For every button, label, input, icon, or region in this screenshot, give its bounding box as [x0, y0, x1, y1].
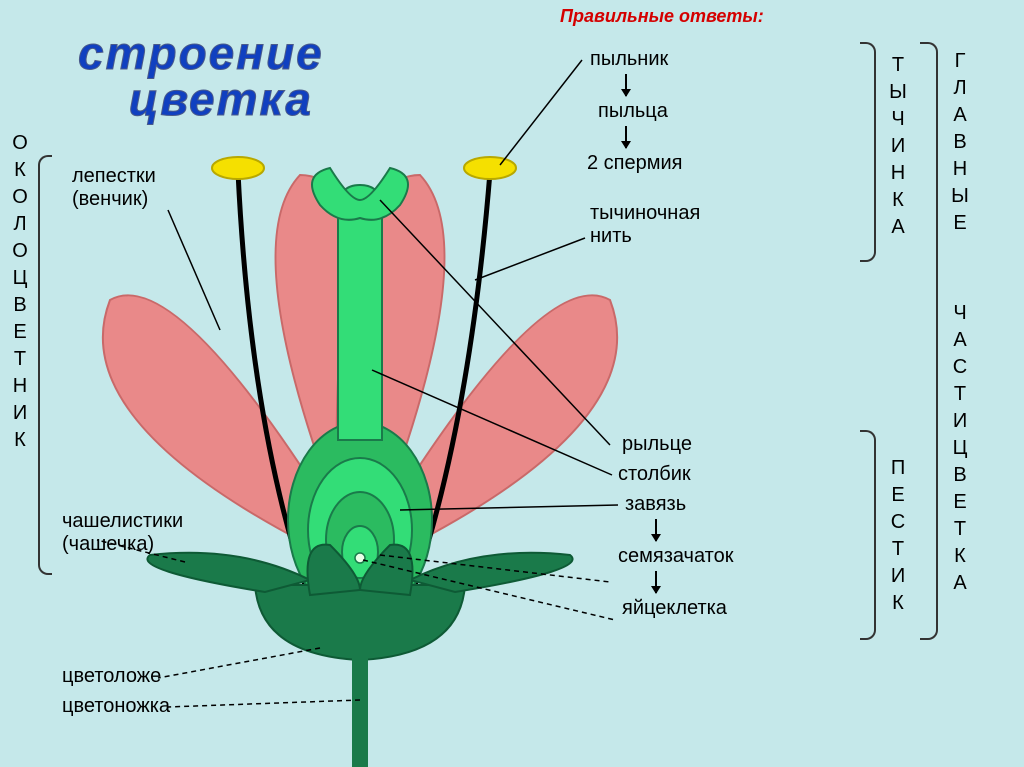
vlabel-perianth: ОКОЛОЦВЕТНИК [10, 130, 30, 454]
label-anther: пыльник [590, 48, 668, 71]
brace-perianth [38, 155, 52, 575]
brace-mainparts [920, 42, 938, 640]
label-pollen: пыльца [598, 100, 668, 123]
vlabel-stamen: ТЫЧИНКА [888, 52, 908, 241]
vlabel-mainparts2: ЧАСТИ ЦВЕТКА [950, 300, 970, 597]
arrow-ovary-ovule [655, 519, 657, 541]
vlabel-pistil: ПЕСТИК [888, 455, 908, 617]
label-pedicel: цветоножка [62, 695, 170, 718]
anthers [212, 157, 516, 179]
label-eggcell: яйцеклетка [622, 597, 727, 620]
label-stigma: рыльце [622, 433, 692, 456]
label-sperm: 2 спермия [587, 152, 683, 175]
stem [352, 650, 368, 767]
label-sepals: чашелистики(чашечка) [62, 510, 183, 556]
diagram-canvas: Правильные ответы: строение цветка [0, 0, 1024, 767]
brace-stamen [860, 42, 876, 262]
label-ovule: семязачаток [618, 545, 733, 568]
arrow-pollen-sperm [625, 126, 627, 148]
label-petals: лепестки(венчик) [72, 165, 156, 211]
label-receptacle: цветоложе [62, 665, 161, 688]
label-style: столбик [618, 463, 691, 486]
brace-pistil [860, 430, 876, 640]
vlabel-mainparts: ГЛАВНЫЕ [950, 48, 970, 237]
label-filament: тычиночнаянить [590, 202, 700, 248]
arrow-anther-pollen [625, 74, 627, 96]
arrow-ovule-egg [655, 571, 657, 593]
label-ovary: завязь [625, 493, 686, 516]
